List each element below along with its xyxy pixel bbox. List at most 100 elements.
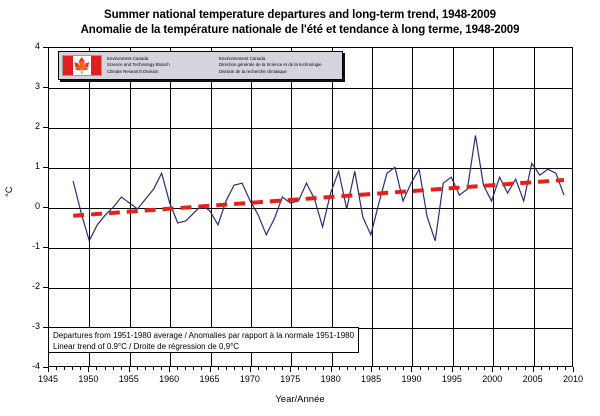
x-tick-mark-minor <box>72 367 74 370</box>
x-tick-mark-major <box>290 367 292 372</box>
x-tick-mark-major <box>88 367 90 372</box>
x-tick-mark-minor <box>144 367 146 370</box>
x-tick-mark-minor <box>435 367 437 370</box>
y-tick-label: -1 <box>31 241 40 251</box>
x-tick-label: 1975 <box>280 374 301 384</box>
x-tick-mark-minor <box>387 367 389 370</box>
x-tick-mark-minor <box>403 367 405 370</box>
gridline-horizontal <box>49 248 572 249</box>
x-tick-mark-minor <box>177 367 179 370</box>
chart-title: Summer national temperature departures a… <box>0 8 600 38</box>
x-tick-mark-minor <box>354 367 356 370</box>
y-axis-title: °C <box>4 186 15 197</box>
x-tick-mark-minor <box>459 367 461 370</box>
credit-fr-line3: Division de la recherche climatique <box>219 68 287 74</box>
x-tick-mark-minor <box>363 367 364 370</box>
x-tick-mark-minor <box>64 367 66 370</box>
y-tick-mark <box>43 47 48 48</box>
y-tick-mark <box>43 127 48 128</box>
x-tick-mark-minor <box>379 367 381 370</box>
data-series-layer <box>72 135 565 243</box>
x-tick-mark-minor <box>443 367 445 370</box>
x-tick-label: 1955 <box>118 374 139 384</box>
x-tick-mark-minor <box>104 367 106 370</box>
x-tick-label: 2005 <box>522 374 543 384</box>
gridline-horizontal <box>49 128 572 129</box>
credit-en-line2: Science and Technology Branch <box>107 62 170 68</box>
y-tick-label: -4 <box>31 361 40 371</box>
x-tick-mark-minor <box>193 367 195 370</box>
x-axis-title: Year/Année <box>275 394 325 405</box>
x-tick-mark-major <box>411 367 413 372</box>
y-tick-mark <box>43 327 48 328</box>
x-tick-mark-minor <box>298 367 300 370</box>
x-tick-label: 1995 <box>441 374 462 384</box>
x-tick-mark-minor <box>419 367 421 370</box>
y-tick-mark <box>43 247 48 248</box>
gridline-vertical <box>250 48 252 366</box>
x-tick-mark-major <box>209 367 211 372</box>
y-tick-mark <box>43 87 48 88</box>
x-tick-mark-major <box>48 367 49 372</box>
credit-fr-line1: Environnement Canada <box>219 56 266 62</box>
x-tick-mark-minor <box>274 367 276 370</box>
x-tick-mark-minor <box>427 367 429 370</box>
chart-title-french: Anomalie de la température nationale de … <box>80 24 520 36</box>
x-tick-mark-minor <box>346 367 348 370</box>
credit-fr-line2: Direction générale de la Science et de l… <box>219 62 322 68</box>
x-tick-label: 1945 <box>37 374 59 384</box>
x-tick-mark-minor <box>258 367 259 370</box>
credit-english: Environment Canada Science and Technolog… <box>107 56 219 75</box>
y-tick-label: -2 <box>31 281 40 291</box>
x-tick-label: 1990 <box>401 374 422 384</box>
gridline-horizontal <box>49 208 572 209</box>
y-tick-mark <box>43 367 48 368</box>
plot-area <box>48 47 573 367</box>
gridline-vertical <box>89 48 91 366</box>
x-tick-mark-minor <box>556 367 558 370</box>
x-tick-mark-minor <box>241 367 243 370</box>
x-tick-mark-minor <box>468 367 469 370</box>
x-tick-label: 1970 <box>239 374 260 384</box>
x-tick-label: 1960 <box>159 374 180 384</box>
x-tick-mark-minor <box>322 367 324 370</box>
x-tick-mark-minor <box>564 367 566 370</box>
gridline-vertical <box>452 48 454 366</box>
gridline-vertical <box>331 48 333 366</box>
y-tick-label: 1 <box>34 161 40 171</box>
footnote-box: Departures from 1951-1980 average / Anom… <box>48 327 359 353</box>
canada-flag-icon: 🍁 <box>62 55 102 76</box>
y-tick-label: 2 <box>34 121 40 131</box>
x-tick-label: 1965 <box>199 374 220 384</box>
x-tick-mark-major <box>330 367 332 372</box>
x-tick-mark-major <box>492 367 494 372</box>
x-tick-label: 2000 <box>482 374 503 384</box>
x-tick-mark-major <box>128 367 130 372</box>
gridline-vertical <box>372 48 374 366</box>
gridline-vertical <box>291 48 293 366</box>
x-tick-mark-minor <box>306 367 308 370</box>
footnote-line-1: Departures from 1951-1980 average / Anom… <box>53 331 355 340</box>
x-tick-mark-major <box>169 367 171 372</box>
x-tick-mark-minor <box>282 367 284 370</box>
x-tick-mark-minor <box>136 367 138 370</box>
x-tick-mark-minor <box>484 367 486 370</box>
x-tick-label: 1985 <box>361 374 382 384</box>
x-tick-mark-minor <box>476 367 478 370</box>
x-tick-mark-minor <box>548 367 550 370</box>
x-tick-mark-major <box>451 367 453 372</box>
agency-credit-box: 🍁 Environment Canada Science and Technol… <box>58 51 343 80</box>
gridline-vertical <box>210 48 212 366</box>
x-tick-mark-minor <box>80 367 82 370</box>
x-tick-mark-minor <box>201 367 203 370</box>
y-tick-label: -3 <box>31 321 40 331</box>
x-tick-mark-minor <box>516 367 518 370</box>
y-tick-label: 4 <box>34 41 40 51</box>
y-tick-mark <box>43 287 48 288</box>
x-tick-label: 2010 <box>562 374 584 384</box>
gridline-vertical <box>129 48 131 366</box>
x-tick-label: 1950 <box>78 374 99 384</box>
x-tick-mark-minor <box>395 367 397 370</box>
x-tick-mark-minor <box>508 367 510 370</box>
gridline-horizontal <box>49 88 572 89</box>
